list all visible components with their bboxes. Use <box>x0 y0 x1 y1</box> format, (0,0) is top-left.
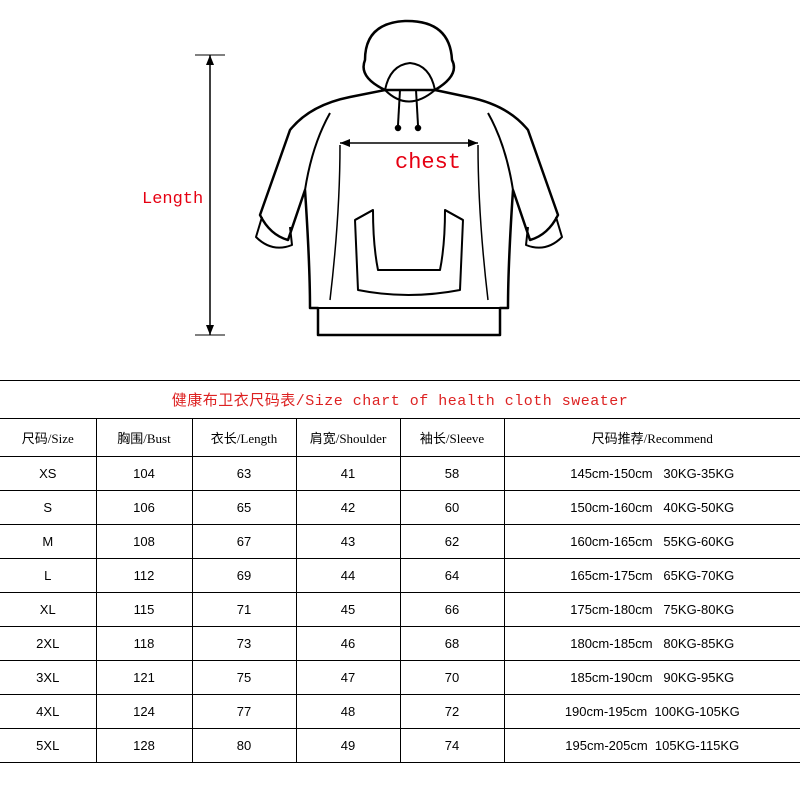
table-row: L112694464165cm-175cm 65KG-70KG <box>0 559 800 593</box>
cell-size: L <box>0 559 96 593</box>
cell-size: S <box>0 491 96 525</box>
cell-recommend: 175cm-180cm 75KG-80KG <box>504 593 800 627</box>
th-bust: 胸围/Bust <box>96 419 192 457</box>
cell-recommend: 160cm-165cm 55KG-60KG <box>504 525 800 559</box>
cell-bust: 112 <box>96 559 192 593</box>
size-chart-title: 健康布卫衣尺码表/Size chart of health cloth swea… <box>0 380 800 419</box>
table-row: 5XL128804974195cm-205cm 105KG-115KG <box>0 729 800 763</box>
cell-shoulder: 45 <box>296 593 400 627</box>
cell-sleeve: 64 <box>400 559 504 593</box>
cell-recommend: 185cm-190cm 90KG-95KG <box>504 661 800 695</box>
cell-bust: 115 <box>96 593 192 627</box>
cell-recommend: 150cm-160cm 40KG-50KG <box>504 491 800 525</box>
cell-shoulder: 44 <box>296 559 400 593</box>
size-chart-table: 尺码/Size 胸围/Bust 衣长/Length 肩宽/Shoulder 袖长… <box>0 419 800 763</box>
cell-shoulder: 42 <box>296 491 400 525</box>
cell-size: XL <box>0 593 96 627</box>
cell-length: 71 <box>192 593 296 627</box>
cell-length: 73 <box>192 627 296 661</box>
cell-sleeve: 60 <box>400 491 504 525</box>
cell-length: 77 <box>192 695 296 729</box>
length-label: Length <box>142 190 203 209</box>
cell-recommend: 165cm-175cm 65KG-70KG <box>504 559 800 593</box>
th-length: 衣长/Length <box>192 419 296 457</box>
cell-length: 67 <box>192 525 296 559</box>
cell-sleeve: 66 <box>400 593 504 627</box>
th-sleeve: 袖长/Sleeve <box>400 419 504 457</box>
cell-bust: 104 <box>96 457 192 491</box>
cell-size: 3XL <box>0 661 96 695</box>
cell-shoulder: 48 <box>296 695 400 729</box>
table-row: XS104634158145cm-150cm 30KG-35KG <box>0 457 800 491</box>
cell-shoulder: 47 <box>296 661 400 695</box>
table-row: 4XL124774872190cm-195cm 100KG-105KG <box>0 695 800 729</box>
cell-sleeve: 70 <box>400 661 504 695</box>
cell-bust: 118 <box>96 627 192 661</box>
cell-size: 4XL <box>0 695 96 729</box>
th-recommend: 尺码推荐/Recommend <box>504 419 800 457</box>
table-header-row: 尺码/Size 胸围/Bust 衣长/Length 肩宽/Shoulder 袖长… <box>0 419 800 457</box>
table-row: S106654260150cm-160cm 40KG-50KG <box>0 491 800 525</box>
cell-shoulder: 43 <box>296 525 400 559</box>
cell-length: 75 <box>192 661 296 695</box>
cell-recommend: 190cm-195cm 100KG-105KG <box>504 695 800 729</box>
cell-size: M <box>0 525 96 559</box>
table-row: 3XL121754770185cm-190cm 90KG-95KG <box>0 661 800 695</box>
cell-size: XS <box>0 457 96 491</box>
hoodie-diagram: Length chest <box>0 0 800 380</box>
cell-sleeve: 58 <box>400 457 504 491</box>
cell-bust: 121 <box>96 661 192 695</box>
cell-recommend: 180cm-185cm 80KG-85KG <box>504 627 800 661</box>
cell-bust: 108 <box>96 525 192 559</box>
cell-length: 65 <box>192 491 296 525</box>
table-body: XS104634158145cm-150cm 30KG-35KGS1066542… <box>0 457 800 763</box>
th-size: 尺码/Size <box>0 419 96 457</box>
hoodie-svg <box>190 15 610 365</box>
cell-sleeve: 74 <box>400 729 504 763</box>
chest-dimension <box>340 139 478 147</box>
cell-size: 2XL <box>0 627 96 661</box>
chest-label: chest <box>395 150 461 175</box>
cell-length: 80 <box>192 729 296 763</box>
cell-length: 63 <box>192 457 296 491</box>
cell-shoulder: 46 <box>296 627 400 661</box>
cell-bust: 106 <box>96 491 192 525</box>
table-row: 2XL118734668180cm-185cm 80KG-85KG <box>0 627 800 661</box>
cell-sleeve: 62 <box>400 525 504 559</box>
cell-sleeve: 68 <box>400 627 504 661</box>
cell-shoulder: 49 <box>296 729 400 763</box>
cell-bust: 124 <box>96 695 192 729</box>
th-shoulder: 肩宽/Shoulder <box>296 419 400 457</box>
table-row: XL115714566175cm-180cm 75KG-80KG <box>0 593 800 627</box>
cell-recommend: 145cm-150cm 30KG-35KG <box>504 457 800 491</box>
cell-bust: 128 <box>96 729 192 763</box>
cell-sleeve: 72 <box>400 695 504 729</box>
cell-recommend: 195cm-205cm 105KG-115KG <box>504 729 800 763</box>
hoodie-outline <box>256 21 562 335</box>
table-row: M108674362160cm-165cm 55KG-60KG <box>0 525 800 559</box>
cell-length: 69 <box>192 559 296 593</box>
cell-shoulder: 41 <box>296 457 400 491</box>
cell-size: 5XL <box>0 729 96 763</box>
